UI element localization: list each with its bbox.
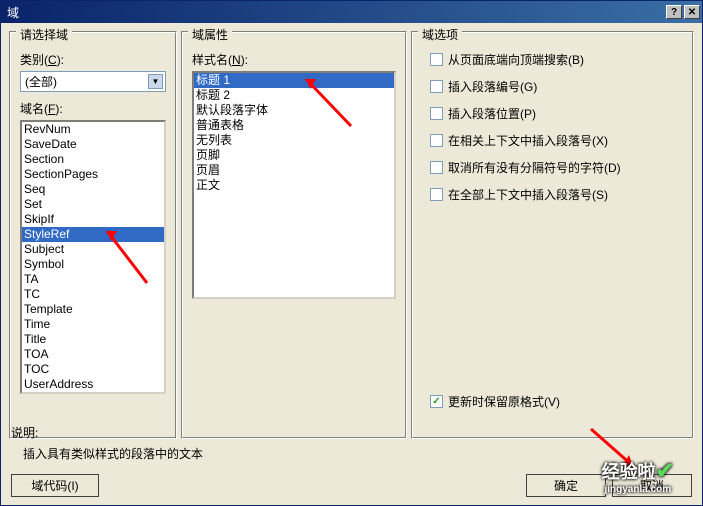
close-button[interactable]: ✕ [684, 5, 700, 19]
list-item[interactable]: 无列表 [194, 133, 394, 148]
option-label: 在全部上下文中插入段落号(S) [448, 186, 608, 203]
list-item[interactable]: Section [22, 152, 164, 167]
panel-title-mid: 域属性 [188, 26, 232, 43]
option-label: 插入段落编号(G) [448, 78, 537, 95]
field-code-button[interactable]: 域代码(I) [11, 474, 99, 497]
category-label: 类别(C): [20, 51, 166, 68]
option-row[interactable]: 插入段落编号(G) [430, 78, 683, 95]
list-item[interactable]: 页眉 [194, 163, 394, 178]
preserve-format-label: 更新时保留原格式(V) [448, 393, 560, 410]
option-row[interactable]: 在全部上下文中插入段落号(S) [430, 186, 683, 203]
option-label: 从页面底端向顶端搜索(B) [448, 51, 584, 68]
list-item[interactable]: Set [22, 197, 164, 212]
option-checkbox[interactable] [430, 107, 443, 120]
field-properties-panel: 域属性 样式名(N): 标题 1标题 2默认段落字体普通表格无列表页脚页眉正文 [181, 31, 407, 439]
list-item[interactable]: UserAddress [22, 377, 164, 392]
panel-title-left: 请选择域 [16, 26, 72, 43]
window-title: 域 [7, 4, 19, 21]
list-item[interactable]: 正文 [194, 178, 394, 193]
category-value: (全部) [25, 73, 148, 90]
option-row[interactable]: 取消所有没有分隔符号的字符(D) [430, 159, 683, 176]
list-item[interactable]: Time [22, 317, 164, 332]
list-item[interactable]: TC [22, 287, 164, 302]
panel-title-right: 域选项 [418, 26, 462, 43]
option-checkbox[interactable] [430, 161, 443, 174]
help-button[interactable]: ? [666, 5, 682, 19]
chevron-down-icon[interactable]: ▼ [148, 74, 163, 89]
list-item[interactable]: Symbol [22, 257, 164, 272]
option-label: 取消所有没有分隔符号的字符(D) [448, 159, 621, 176]
preserve-format-row[interactable]: ✓ 更新时保留原格式(V) [430, 393, 560, 410]
style-name-list[interactable]: 标题 1标题 2默认段落字体普通表格无列表页脚页眉正文 [192, 71, 396, 299]
option-checkbox[interactable] [430, 134, 443, 147]
option-checkbox[interactable] [430, 80, 443, 93]
list-item[interactable]: 标题 2 [194, 88, 394, 103]
option-row[interactable]: 插入段落位置(P) [430, 105, 683, 122]
list-item[interactable]: 默认段落字体 [194, 103, 394, 118]
list-item[interactable]: TOC [22, 362, 164, 377]
select-field-panel: 请选择域 类别(C): (全部) ▼ 域名(F): RevNumSaveDate… [9, 31, 177, 439]
list-item[interactable]: 页脚 [194, 148, 394, 163]
list-item[interactable]: TOA [22, 347, 164, 362]
field-dialog: 域 ? ✕ 请选择域 类别(C): (全部) ▼ 域名(F): RevNumSa… [0, 0, 703, 506]
field-options-panel: 域选项 从页面底端向顶端搜索(B)插入段落编号(G)插入段落位置(P)在相关上下… [411, 31, 694, 439]
description-text: 插入具有类似样式的段落中的文本 [23, 445, 692, 462]
cancel-button[interactable]: 取消 [612, 474, 692, 497]
field-name-label: 域名(F): [20, 100, 166, 117]
option-label: 插入段落位置(P) [448, 105, 536, 122]
list-item[interactable]: Template [22, 302, 164, 317]
list-item[interactable]: SaveDate [22, 137, 164, 152]
category-combo[interactable]: (全部) ▼ [20, 71, 166, 92]
option-row[interactable]: 在相关上下文中插入段落号(X) [430, 132, 683, 149]
list-item[interactable]: Subject [22, 242, 164, 257]
option-row[interactable]: 从页面底端向顶端搜索(B) [430, 51, 683, 68]
preserve-format-checkbox[interactable]: ✓ [430, 395, 443, 408]
option-checkbox[interactable] [430, 188, 443, 201]
option-checkbox[interactable] [430, 53, 443, 66]
field-name-list[interactable]: RevNumSaveDateSectionSectionPagesSeqSetS… [20, 120, 166, 394]
style-name-label: 样式名(N): [192, 51, 396, 68]
description-label: 说明: [11, 424, 692, 441]
bottom-area: 说明: 插入具有类似样式的段落中的文本 域代码(I) 确定 取消 [11, 424, 692, 497]
list-item[interactable]: StyleRef [22, 227, 164, 242]
titlebar[interactable]: 域 ? ✕ [1, 1, 702, 23]
list-item[interactable]: TA [22, 272, 164, 287]
option-label: 在相关上下文中插入段落号(X) [448, 132, 608, 149]
list-item[interactable]: Seq [22, 182, 164, 197]
list-item[interactable]: Title [22, 332, 164, 347]
list-item[interactable]: 普通表格 [194, 118, 394, 133]
list-item[interactable]: SkipIf [22, 212, 164, 227]
list-item[interactable]: RevNum [22, 122, 164, 137]
list-item[interactable]: 标题 1 [194, 73, 394, 88]
list-item[interactable]: SectionPages [22, 167, 164, 182]
ok-button[interactable]: 确定 [526, 474, 606, 497]
